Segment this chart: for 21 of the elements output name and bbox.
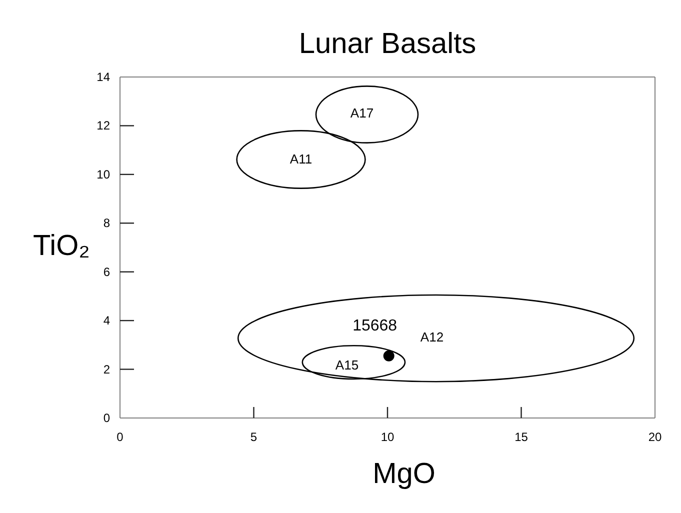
x-tick-label: 15 [514, 430, 528, 444]
y-tick-label: 12 [96, 118, 110, 133]
y-tick-label: 6 [103, 264, 110, 279]
annotation: 15668 [352, 317, 398, 334]
annotation: A17 [350, 106, 374, 120]
y-tick-label: 14 [96, 70, 110, 84]
y-tick-label: 2 [103, 362, 110, 376]
y-tick-label: 10 [96, 167, 110, 182]
x-tick-label: 10 [380, 430, 394, 444]
annotation: A12 [420, 330, 444, 344]
y-tick-label: 4 [103, 314, 110, 328]
y-axis-title: TiO₂ [33, 230, 90, 262]
annotation: A11 [290, 152, 312, 166]
x-tick-label: 5 [250, 430, 258, 444]
x-axis-title: MgO [372, 458, 436, 490]
x-tick-label: 0 [116, 430, 124, 444]
y-tick-label: 8 [103, 216, 110, 230]
annotation: A15 [335, 358, 359, 372]
chart-title: Lunar Basalts [298, 28, 478, 60]
x-tick-label: 20 [648, 430, 662, 444]
y-tick-label: 0 [103, 411, 110, 425]
